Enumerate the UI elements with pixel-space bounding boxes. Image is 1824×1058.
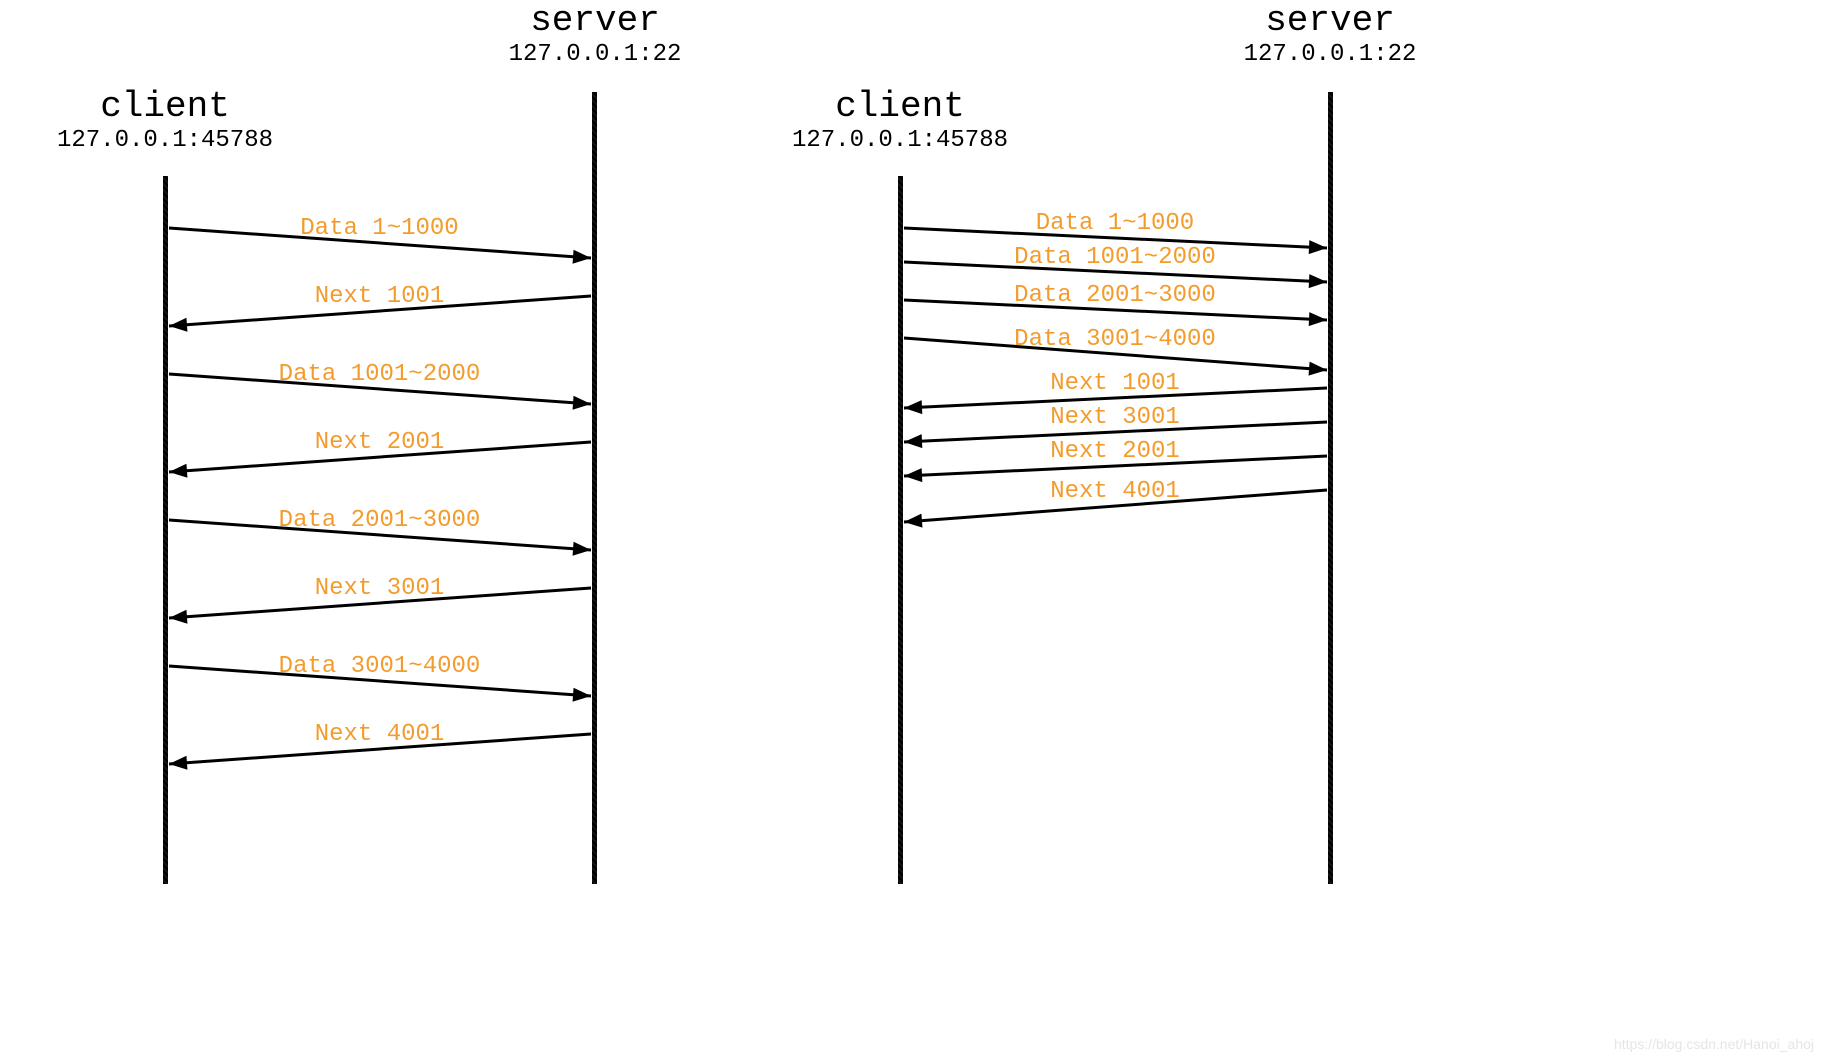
left-message-6: Data 3001~4000 [260,653,500,680]
right-arrowhead-2 [1309,312,1327,326]
left-server-title: server [460,0,730,41]
left-arrowhead-0 [573,250,591,264]
left-message-3: Next 2001 [260,429,500,456]
left-server-lifeline [592,92,597,884]
right-server-address: 127.0.0.1:22 [1195,41,1465,68]
left-message-5: Next 3001 [260,575,500,602]
right-server-lifeline [1328,92,1333,884]
left-arrowhead-1 [169,318,187,332]
right-arrowhead-1 [1309,274,1327,288]
left-arrowhead-3 [169,464,187,478]
right-server-title: server [1195,0,1465,41]
right-arrowhead-5 [904,434,922,448]
left-server-address: 127.0.0.1:22 [460,41,730,68]
watermark-text: https://blog.csdn.net/Hanoi_ahoj [1614,1036,1814,1052]
right-message-1: Data 1001~2000 [995,244,1235,271]
right-arrowhead-7 [904,514,922,528]
left-arrowhead-6 [573,688,591,702]
right-arrowhead-0 [1309,240,1327,254]
right-client-address: 127.0.0.1:45788 [765,127,1035,154]
left-message-7: Next 4001 [260,721,500,748]
right-message-6: Next 2001 [995,438,1235,465]
right-message-3: Data 3001~4000 [995,326,1235,353]
right-client-lifeline [898,176,903,884]
left-client-address: 127.0.0.1:45788 [30,127,300,154]
left-client-label: client 127.0.0.1:45788 [30,86,300,154]
left-arrowhead-4 [573,542,591,556]
right-message-7: Next 4001 [995,478,1235,505]
right-arrowhead-4 [904,400,922,414]
right-server-label: server 127.0.0.1:22 [1195,0,1465,68]
left-message-2: Data 1001~2000 [260,361,500,388]
right-message-2: Data 2001~3000 [995,282,1235,309]
sequence-diagram-pair: client 127.0.0.1:45788 server 127.0.0.1:… [0,0,1824,1058]
left-message-0: Data 1~1000 [260,215,500,242]
right-arrowhead-6 [904,468,922,482]
left-message-4: Data 2001~3000 [260,507,500,534]
right-message-5: Next 3001 [995,404,1235,431]
left-client-title: client [30,86,300,127]
right-client-label: client 127.0.0.1:45788 [765,86,1035,154]
left-message-1: Next 1001 [260,283,500,310]
right-message-0: Data 1~1000 [995,210,1235,237]
right-arrowhead-3 [1309,362,1327,376]
right-client-title: client [765,86,1035,127]
left-arrowhead-7 [169,756,187,770]
left-arrowhead-2 [573,396,591,410]
left-server-label: server 127.0.0.1:22 [460,0,730,68]
left-arrowhead-5 [169,610,187,624]
left-client-lifeline [163,176,168,884]
right-message-4: Next 1001 [995,370,1235,397]
